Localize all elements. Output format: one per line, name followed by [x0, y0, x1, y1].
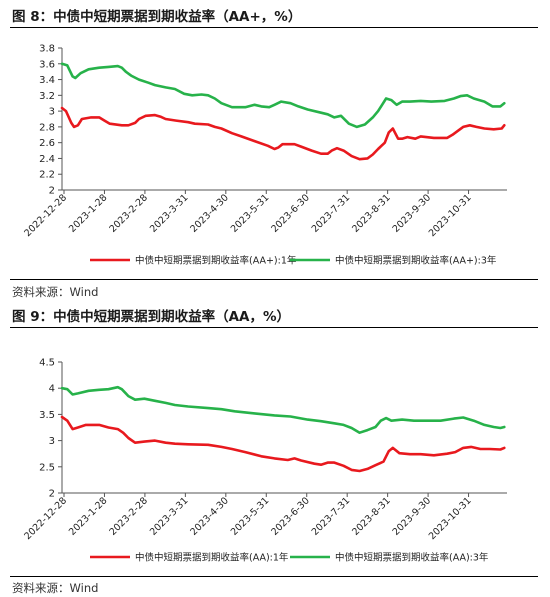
- x-tick-label: 2022-12-28: [22, 192, 69, 239]
- legend-label: 中债中短期票据到期收益率(AA):3年: [335, 552, 489, 564]
- y-tick-label: 3.4: [39, 75, 55, 86]
- x-tick-label: 2023-7-31: [310, 495, 353, 538]
- series-line-1y: [60, 415, 506, 473]
- x-tick-label: 2023-4-30: [188, 495, 231, 538]
- x-tick-label: 2023-8-31: [350, 495, 393, 538]
- y-tick-label: 4.5: [39, 358, 55, 369]
- y-tick-label: 2.8: [39, 122, 55, 133]
- y-tick-label: 3.5: [39, 410, 55, 421]
- series-line-3y: [60, 385, 506, 434]
- line-chart: 2 2.5 3 3.5 4 4.5 2022-12-282023-1-282023-2-28…: [22, 358, 507, 564]
- legend-label: 中债中短期票据到期收益率(AA+):1年: [135, 255, 297, 267]
- y-tick-label: 3.6: [39, 59, 55, 70]
- x-tick-label: 2023-2-28: [107, 192, 150, 235]
- y-tick-label: 2.2: [39, 170, 55, 181]
- y-tick-label: 2.4: [39, 154, 55, 165]
- x-tick-label: 2023-10-31: [427, 192, 474, 239]
- x-tick-label: 2023-6-30: [269, 192, 312, 235]
- source-rule: [10, 279, 538, 280]
- figure-title: 图 9：中债中短期票据到期收益率（AA，%）: [12, 309, 291, 325]
- x-tick-label: 2023-8-31: [350, 192, 393, 235]
- source-note: 资料来源：Wind: [12, 581, 99, 595]
- x-tick-label: 2023-3-31: [148, 495, 191, 538]
- x-tick-label: 2023-1-28: [67, 495, 110, 538]
- series-line-1y: [60, 106, 506, 161]
- title-rule: [10, 327, 538, 328]
- x-tick-label: 2023-1-28: [67, 192, 110, 235]
- figure-title: 图 8：中债中短期票据到期收益率（AA+，%）: [12, 9, 302, 25]
- x-tick-label: 2023-6-30: [269, 495, 312, 538]
- y-tick-label: 3: [49, 107, 55, 118]
- y-tick-label: 4: [49, 384, 55, 395]
- source-note: 资料来源：Wind: [12, 285, 99, 299]
- y-tick-label: 2.5: [39, 462, 55, 473]
- x-tick-label: 2023-7-31: [310, 192, 353, 235]
- x-tick-label: 2023-9-30: [391, 495, 434, 538]
- y-tick-label: 2.6: [39, 138, 55, 149]
- legend-label: 中债中短期票据到期收益率(AA+):3年: [335, 255, 497, 267]
- title-rule: [10, 27, 538, 28]
- y-tick-label: 2: [49, 186, 55, 197]
- x-tick-label: 2022-12-28: [22, 495, 69, 542]
- x-tick-label: 2023-3-31: [148, 192, 191, 235]
- x-tick-label: 2023-2-28: [107, 495, 150, 538]
- source-rule: [10, 576, 538, 577]
- legend-label: 中债中短期票据到期收益率(AA):1年: [135, 552, 289, 564]
- line-chart: 22.22.42.62.833.23.43.63.82022-12-282023…: [22, 44, 507, 267]
- x-tick-label: 2023-10-31: [427, 495, 474, 542]
- x-tick-label: 2023-5-31: [229, 495, 272, 538]
- y-tick-label: 3.2: [39, 91, 55, 102]
- x-tick-label: 2023-9-30: [391, 192, 434, 235]
- x-tick-label: 2023-5-31: [229, 192, 272, 235]
- y-tick-label: 3.8: [39, 44, 55, 55]
- series-line-3y: [60, 62, 506, 129]
- y-tick-label: 2: [49, 489, 55, 500]
- y-tick-label: 3: [49, 436, 55, 447]
- x-tick-label: 2023-4-30: [188, 192, 231, 235]
